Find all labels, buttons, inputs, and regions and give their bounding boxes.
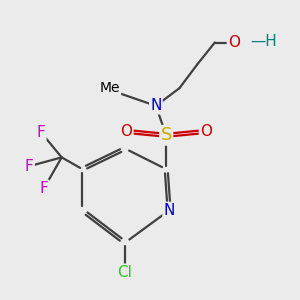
Text: F: F — [40, 181, 48, 196]
Text: N: N — [150, 98, 162, 113]
Text: F: F — [37, 125, 45, 140]
Text: O: O — [200, 124, 212, 139]
Text: O: O — [120, 124, 132, 139]
Text: N: N — [164, 203, 175, 218]
Text: —H: —H — [250, 34, 277, 49]
Text: F: F — [25, 159, 34, 174]
Text: Cl: Cl — [118, 265, 132, 280]
Text: Me: Me — [100, 81, 121, 95]
Text: S: S — [160, 126, 172, 144]
Text: O: O — [228, 35, 240, 50]
